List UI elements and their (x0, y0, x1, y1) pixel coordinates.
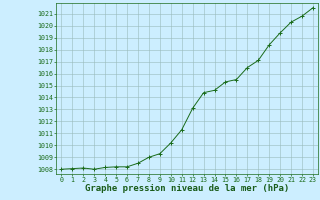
X-axis label: Graphe pression niveau de la mer (hPa): Graphe pression niveau de la mer (hPa) (85, 184, 289, 193)
